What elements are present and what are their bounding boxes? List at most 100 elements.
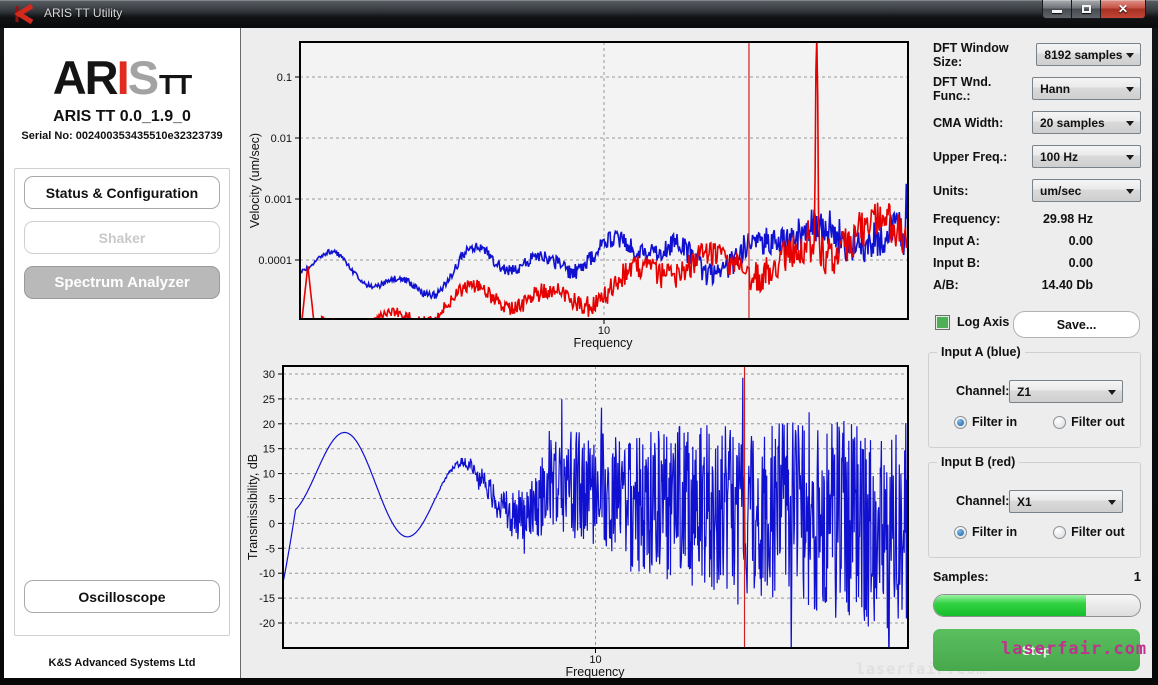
chevron-down-icon <box>1108 500 1116 505</box>
ab-ratio-readout: A/B: 14.40 Db <box>933 278 1093 292</box>
upper-freq-label: Upper Freq.: <box>933 149 1008 164</box>
input-a-readout: Input A: 0.00 <box>933 234 1093 248</box>
window-controls: ✕ <box>1042 0 1146 19</box>
app-version: ARIS TT 0.0_1.9_0 <box>53 108 191 125</box>
ab-ratio-readout-value: 14.40 Db <box>1041 278 1093 292</box>
svg-text:0.1: 0.1 <box>277 72 292 84</box>
chevron-down-icon <box>1108 390 1116 395</box>
cma-width-row: CMA Width: 20 samples <box>933 111 1141 134</box>
cma-width-select[interactable]: 20 samples <box>1032 111 1141 134</box>
logo-part-tt: TT <box>159 69 192 100</box>
chevron-down-icon <box>1126 53 1134 58</box>
input-a-filter-in-label: Filter in <box>972 415 1018 429</box>
maximize-icon <box>1081 5 1091 13</box>
aris-logo: ARISTT <box>52 51 193 104</box>
dft-window-size-select[interactable]: 8192 samples <box>1036 43 1141 66</box>
svg-text:0.01: 0.01 <box>271 133 292 145</box>
radio-selected-dot <box>957 418 964 426</box>
svg-text:-5: -5 <box>265 543 275 555</box>
log-axis-checkbox[interactable] <box>935 315 950 330</box>
ab-ratio-readout-label: A/B: <box>933 278 959 292</box>
frequency-readout-value: 29.98 Hz <box>1042 212 1093 226</box>
client-area: ARISTT ARIS TT 0.0_1.9_0 Serial No: 0024… <box>4 28 1152 678</box>
input-a-channel-value: Z1 <box>1017 384 1032 399</box>
watermark: laserfair.com <box>1001 639 1148 659</box>
chevron-down-icon <box>1126 155 1134 160</box>
upper-freq-row: Upper Freq.: 100 Hz <box>933 145 1141 168</box>
input-a-filter-options: Filter in Filter out <box>954 415 1129 429</box>
units-select[interactable]: um/sec <box>1032 179 1141 202</box>
logo-part-red: I <box>116 51 130 104</box>
dft-window-func-row: DFT Wnd. Func.: Hann <box>933 74 1141 103</box>
maximize-button[interactable] <box>1072 0 1100 19</box>
close-button[interactable]: ✕ <box>1100 0 1146 19</box>
input-b-filter-in-radio[interactable] <box>954 525 967 539</box>
input-b-filter-out-label: Filter out <box>1071 525 1125 539</box>
svg-text:-10: -10 <box>259 568 275 580</box>
app-logo-icon <box>12 3 36 30</box>
samples-label: Samples: <box>933 570 989 584</box>
dft-window-size-label: DFT Window Size: <box>933 40 1009 69</box>
serial-number: Serial No: 002400353435510e32323739 <box>21 130 223 142</box>
chevron-down-icon <box>1126 189 1134 194</box>
svg-text:20: 20 <box>263 419 275 431</box>
input-a-group: Input A (blue) Channel: Z1 Filter in Fil… <box>928 345 1141 448</box>
input-a-filter-out-label: Filter out <box>1071 415 1125 429</box>
logo-part-black: AR <box>52 51 119 104</box>
dft-window-func-label: DFT Wnd. Func.: <box>933 74 992 103</box>
dft-window-size-row: DFT Window Size: 8192 samples <box>933 40 1141 69</box>
transmissibility-chart[interactable]: 302520151050-5-10-15-2010FrequencyTransm… <box>245 358 920 678</box>
status-configuration-button[interactable]: Status & Configuration <box>24 176 220 209</box>
logo-part-gray: S <box>127 51 159 104</box>
svg-text:Frequency: Frequency <box>565 665 625 678</box>
save-button[interactable]: Save... <box>1013 311 1140 338</box>
sidebar: ARISTT ARIS TT 0.0_1.9_0 Serial No: 0024… <box>4 28 241 678</box>
input-a-channel-select[interactable]: Z1 <box>1009 380 1123 403</box>
svg-text:10: 10 <box>263 469 275 481</box>
upper-freq-value: 100 Hz <box>1040 149 1079 164</box>
cma-width-value: 20 samples <box>1040 115 1105 130</box>
input-b-filter-out-radio[interactable] <box>1053 525 1067 539</box>
spectrum-analyzer-button[interactable]: Spectrum Analyzer <box>24 266 220 299</box>
input-b-channel-label: Channel: <box>956 494 1010 508</box>
oscilloscope-button[interactable]: Oscilloscope <box>24 580 220 613</box>
minimize-button[interactable] <box>1042 0 1072 19</box>
input-a-filter-out-radio[interactable] <box>1053 415 1067 429</box>
svg-text:0: 0 <box>269 518 275 530</box>
frequency-readout: Frequency: 29.98 Hz <box>933 212 1093 226</box>
svg-text:Velocity (um/sec): Velocity (um/sec) <box>248 133 262 228</box>
svg-text:-20: -20 <box>259 618 275 630</box>
input-b-filter-options: Filter in Filter out <box>954 525 1129 539</box>
progress-fill <box>934 595 1087 616</box>
stop-button[interactable]: Stop <box>933 629 1140 671</box>
svg-text:10: 10 <box>589 654 601 666</box>
minimize-icon <box>1052 9 1062 13</box>
input-a-filter-in-radio[interactable] <box>954 415 967 429</box>
svg-text:Frequency: Frequency <box>573 336 633 350</box>
dft-window-func-select[interactable]: Hann <box>1032 77 1141 100</box>
input-a-readout-value: 0.00 <box>1068 234 1093 248</box>
input-a-channel-label: Channel: <box>956 384 1010 398</box>
dft-window-func-value: Hann <box>1040 81 1071 96</box>
dft-window-size-value: 8192 samples <box>1044 47 1123 62</box>
svg-text:10: 10 <box>598 325 610 337</box>
units-row: Units: um/sec <box>933 179 1141 202</box>
title-bar[interactable]: ARIS TT Utility ✕ <box>0 0 1158 28</box>
close-icon: ✕ <box>1117 2 1129 16</box>
frequency-readout-label: Frequency: <box>933 212 1001 226</box>
radio-selected-dot <box>957 528 964 536</box>
units-label: Units: <box>933 183 969 198</box>
input-a-readout-label: Input A: <box>933 234 980 248</box>
input-b-group-title: Input B (red) <box>937 455 1020 469</box>
input-b-readout-value: 0.00 <box>1068 256 1093 270</box>
chevron-down-icon <box>1126 87 1134 92</box>
input-b-group: Input B (red) Channel: X1 Filter in Filt… <box>928 455 1141 558</box>
input-b-channel-value: X1 <box>1017 494 1032 509</box>
input-b-channel-select[interactable]: X1 <box>1009 490 1123 513</box>
shaker-button[interactable]: Shaker <box>24 221 220 254</box>
input-b-readout-label: Input B: <box>933 256 981 270</box>
upper-freq-select[interactable]: 100 Hz <box>1032 145 1141 168</box>
svg-text:30: 30 <box>263 369 275 381</box>
